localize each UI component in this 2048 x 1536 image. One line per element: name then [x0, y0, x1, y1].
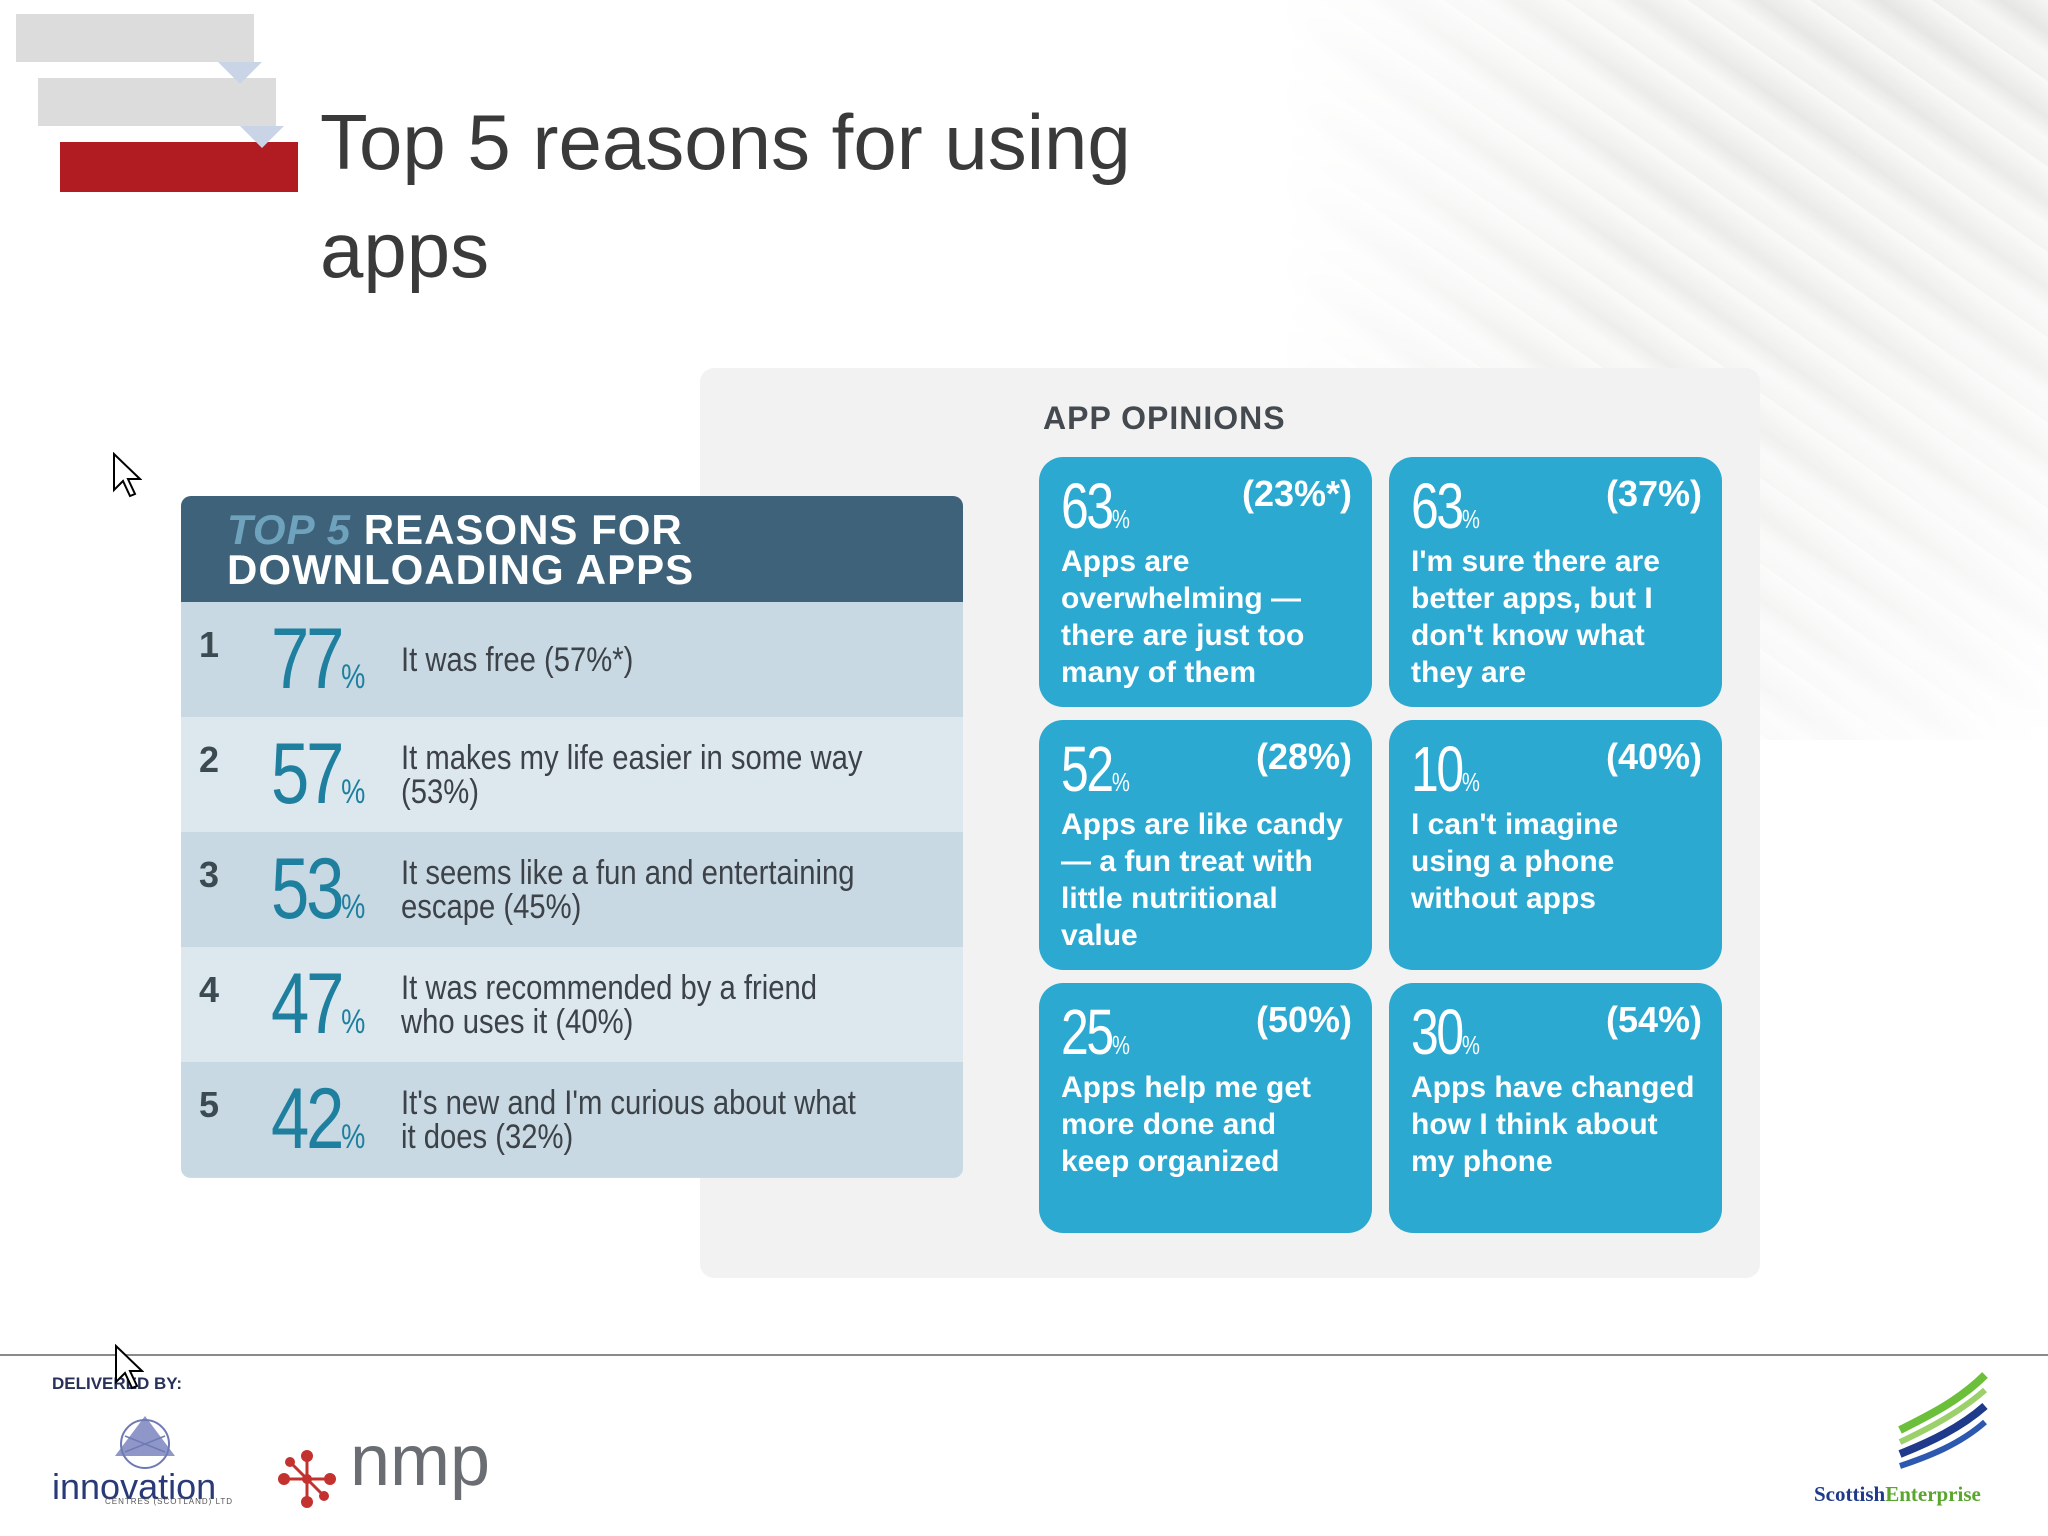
reasons-header-line2: DOWNLOADING APPS [227, 546, 695, 593]
reason-text: It was free (57%*) [401, 640, 634, 679]
innovation-logo-text: innovation [52, 1466, 217, 1507]
opinion-previous-value: (28%) [1255, 736, 1352, 777]
reason-rank: 1 [199, 624, 220, 665]
reason-percent: 77% [271, 611, 366, 707]
mouse-cursor-icon [115, 1344, 144, 1390]
title-decoration [0, 0, 320, 210]
opinion-text: Apps are like candy — a fun treat with l… [1061, 808, 1343, 952]
opinion-text: Apps have changed how I think about my p… [1411, 1071, 1695, 1178]
opinion-card: 30% (54%) Apps have changed how I think ab… [1389, 983, 1722, 1233]
opinion-previous-value: (54%) [1605, 999, 1702, 1040]
opinion-percent: 63% [1411, 470, 1480, 542]
opinion-previous-value: (40%) [1605, 736, 1702, 777]
reason-text: It seems like a fun and entertaining esc… [401, 853, 855, 926]
nmp-logo-text: nmp [350, 1421, 491, 1501]
reason-text: It's new and I'm curious about what it d… [401, 1083, 856, 1156]
nmp-logo-icon [278, 1450, 336, 1508]
footer-divider [0, 1354, 2048, 1356]
opinion-previous-value: (37%) [1605, 473, 1702, 514]
opinion-previous-value: (23%*) [1241, 473, 1352, 514]
reason-text: It was recommended by a friend who uses … [401, 968, 818, 1041]
opinions-title: APP OPINIONS [1043, 400, 1286, 436]
opinion-percent: 52% [1061, 733, 1130, 805]
decor-bar-red [60, 142, 298, 192]
opinion-text: I'm sure there are better apps, but I do… [1411, 545, 1660, 689]
opinion-text: Apps help me get more done and keep orga… [1061, 1071, 1312, 1178]
arrow-down-icon [240, 126, 284, 148]
opinion-text: Apps are overwhelming — there are just t… [1061, 545, 1305, 689]
opinion-percent: 10% [1411, 733, 1480, 805]
reasons-table: TOP 5 REASONS FOR DOWNLOADING APPS 1 77% I… [181, 496, 963, 1178]
reason-percent: 42% [271, 1071, 366, 1167]
mouse-cursor-icon [113, 452, 142, 498]
reasons-header: TOP 5 REASONS FOR DOWNLOADING APPS [181, 496, 963, 602]
opinion-card: 63% (23%*) Apps are overwhelming — there a… [1039, 457, 1372, 707]
opinion-text: I can't imagine using a phone without ap… [1411, 808, 1619, 915]
reason-percent: 47% [271, 956, 366, 1052]
reason-rank: 5 [199, 1084, 220, 1125]
slide-title: Top 5 reasons for using apps [320, 98, 1131, 294]
reason-row: 3 53% It seems like a fun and entertaining… [181, 832, 963, 947]
opinion-card: 25% (50%) Apps help me get more done and k… [1039, 983, 1372, 1233]
reason-row: 5 42% It's new and I'm curious about what … [181, 1062, 963, 1177]
opinion-card: 63% (37%) I'm sure there are better apps, … [1389, 457, 1722, 707]
opinion-percent: 63% [1061, 470, 1130, 542]
reason-percent: 57% [271, 726, 366, 822]
opinion-card: 10% (40%) I can't imagine using a phone wi… [1389, 720, 1722, 970]
reason-row: 2 57% It makes my life easier in some way … [181, 717, 963, 832]
innovation-logo-subtext: CENTRES (SCOTLAND) LTD [105, 1497, 234, 1506]
decor-bar-grey-1 [16, 14, 254, 62]
reasons-header-top5: TOP 5 [227, 506, 352, 553]
arrow-down-icon [218, 62, 262, 84]
scottish-enterprise-logo-text: ScottishEnterprise [1814, 1482, 1981, 1506]
scottish-enterprise-logo-icon [1898, 1372, 1988, 1469]
innovation-logo-icon [115, 1416, 175, 1469]
reason-rank: 3 [199, 854, 220, 895]
reason-text: It makes my life easier in some way (53%… [401, 738, 863, 811]
opinion-percent: 30% [1411, 996, 1480, 1068]
decor-bar-grey-2 [38, 78, 276, 126]
opinion-card: 52% (28%) Apps are like candy — a fun trea… [1039, 720, 1372, 970]
reason-percent: 53% [271, 841, 366, 937]
reason-row: 4 47% It was recommended by a friend who u… [181, 947, 963, 1062]
reason-rank: 4 [199, 969, 220, 1010]
opinion-previous-value: (50%) [1255, 999, 1352, 1040]
reason-row: 1 77% It was free (57%*) [181, 602, 963, 717]
opinion-percent: 25% [1061, 996, 1130, 1068]
reason-rank: 2 [199, 739, 220, 780]
reasons-header-line1: REASONS FOR [351, 506, 683, 553]
delivered-by-label: DELIVERED BY: [52, 1374, 183, 1393]
